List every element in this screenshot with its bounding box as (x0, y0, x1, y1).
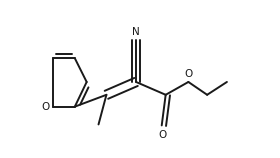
Text: O: O (41, 102, 50, 112)
Text: O: O (158, 130, 167, 140)
Text: N: N (132, 27, 140, 37)
Text: O: O (184, 69, 193, 79)
